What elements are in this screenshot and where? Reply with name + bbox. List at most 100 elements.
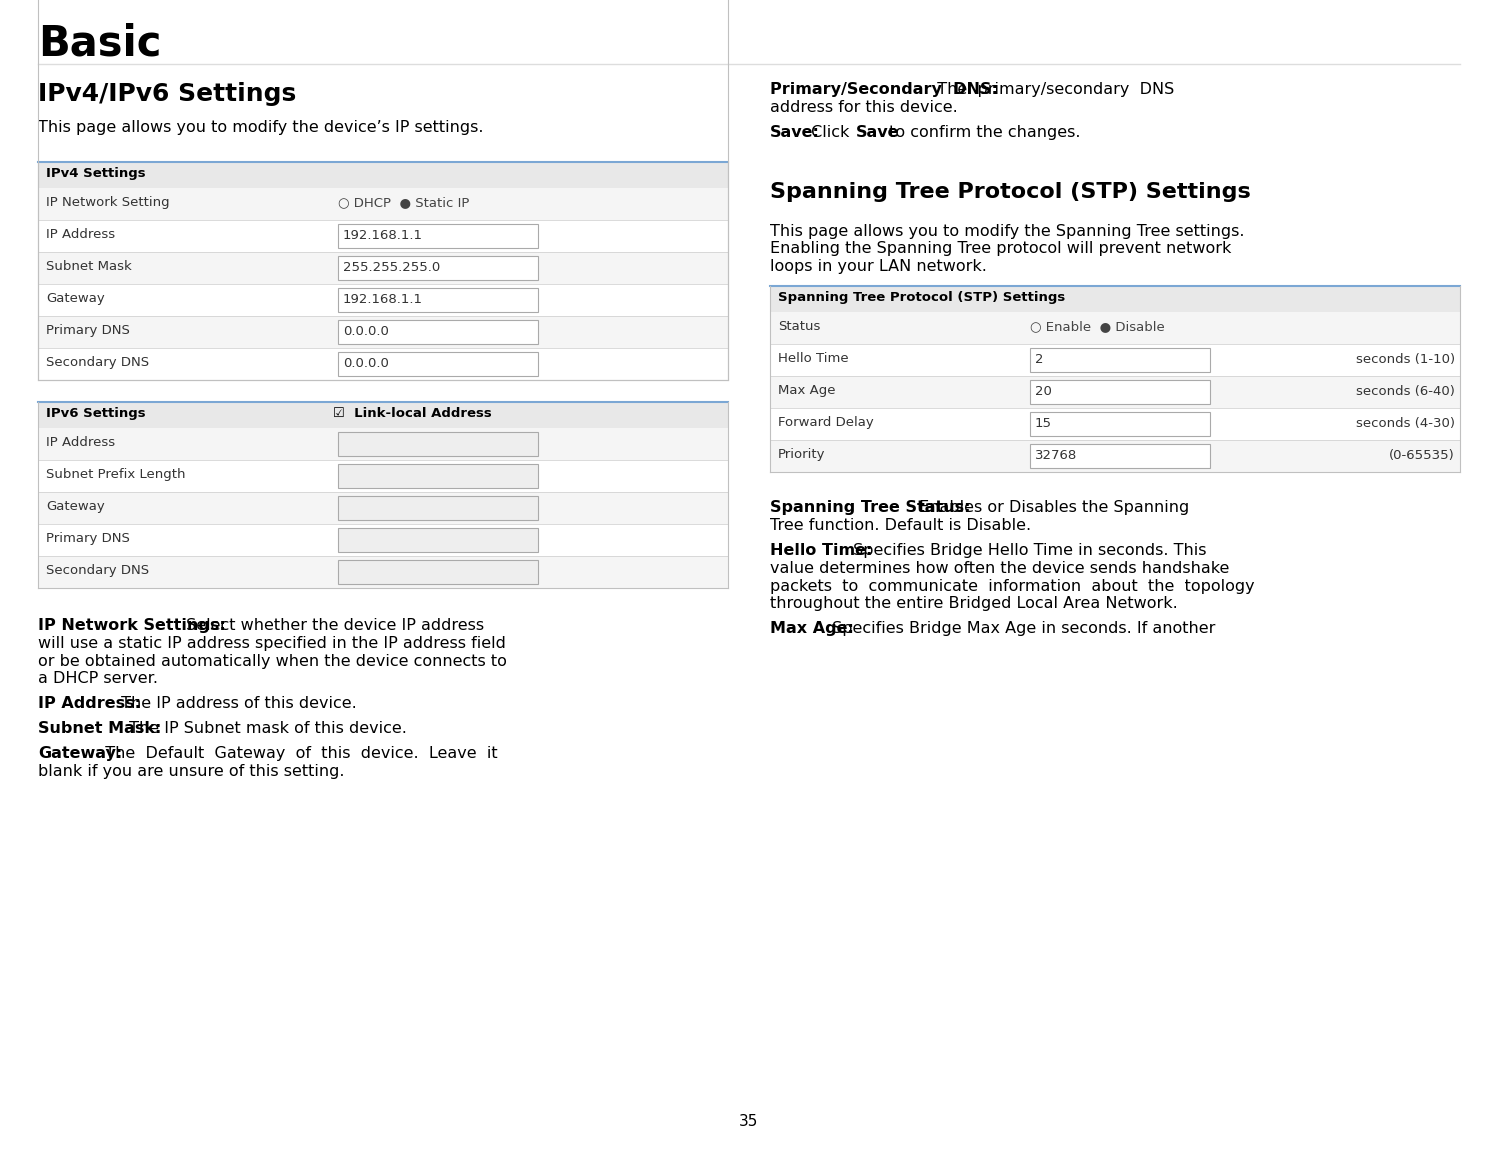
Text: to confirm the changes.: to confirm the changes. [884, 124, 1080, 139]
Text: Gateway:: Gateway: [37, 747, 123, 762]
Text: IP Address:: IP Address: [37, 696, 141, 711]
Text: (0-65535): (0-65535) [1389, 449, 1455, 462]
Bar [339, 288, 538, 312]
Text: Spanning Tree Protocol (STP) Settings: Spanning Tree Protocol (STP) Settings [777, 291, 1065, 305]
Text: value determines how often the device sends handshake: value determines how often the device se… [770, 561, 1230, 575]
Text: seconds (6-40): seconds (6-40) [1356, 386, 1455, 398]
Bar [37, 162, 728, 188]
Bar [770, 312, 1461, 345]
Text: IP Network Settings:: IP Network Settings: [37, 618, 226, 633]
Text: address for this device.: address for this device. [770, 100, 957, 115]
Text: packets  to  communicate  information  about  the  topology: packets to communicate information about… [770, 579, 1255, 594]
Bar [37, 0, 728, 380]
Text: Click: Click [806, 124, 854, 139]
Text: 255.255.255.0: 255.255.255.0 [343, 261, 440, 274]
Bar [37, 220, 728, 252]
Bar [37, 492, 728, 524]
Text: Tree function. Default is Disable.: Tree function. Default is Disable. [770, 518, 1031, 533]
Bar [339, 224, 538, 248]
Text: Secondary DNS: Secondary DNS [46, 356, 150, 369]
Text: Primary/Secondary  DNS:: Primary/Secondary DNS: [770, 82, 998, 97]
Text: Basic: Basic [37, 22, 162, 64]
Bar [1031, 348, 1210, 373]
Text: ○ DHCP  ● Static IP: ○ DHCP ● Static IP [339, 196, 469, 209]
Text: 15: 15 [1035, 417, 1052, 430]
Text: Specifies Bridge Hello Time in seconds. This: Specifies Bridge Hello Time in seconds. … [848, 543, 1207, 558]
Bar [339, 352, 538, 376]
Text: IP Address: IP Address [46, 229, 115, 241]
Text: This page allows you to modify the Spanning Tree settings.
Enabling the Spanning: This page allows you to modify the Spann… [770, 224, 1245, 273]
Bar [339, 496, 538, 520]
Text: Spanning Tree Protocol (STP) Settings: Spanning Tree Protocol (STP) Settings [770, 182, 1251, 202]
Bar [1031, 380, 1210, 404]
Text: IPv4 Settings: IPv4 Settings [46, 166, 145, 180]
Bar [37, 402, 728, 428]
Text: The IP Subnet mask of this device.: The IP Subnet mask of this device. [123, 722, 406, 736]
Text: Select whether the device IP address: Select whether the device IP address [181, 618, 484, 633]
Text: 32768: 32768 [1035, 449, 1077, 462]
Bar [770, 376, 1461, 408]
Bar [37, 316, 728, 348]
Text: Gateway: Gateway [46, 292, 105, 305]
Text: The IP address of this device.: The IP address of this device. [117, 696, 357, 711]
Bar [37, 556, 728, 588]
Text: Save: Save [855, 124, 899, 139]
Bar [37, 459, 728, 492]
Text: Hello Time: Hello Time [777, 353, 849, 366]
Bar [339, 464, 538, 488]
Text: 20: 20 [1035, 386, 1052, 398]
Text: or be obtained automatically when the device connects to: or be obtained automatically when the de… [37, 654, 506, 669]
Text: Status: Status [777, 320, 821, 333]
Text: IP Address: IP Address [46, 436, 115, 449]
Text: throughout the entire Bridged Local Area Network.: throughout the entire Bridged Local Area… [770, 597, 1177, 612]
Text: Save:: Save: [770, 124, 819, 139]
Text: 2: 2 [1035, 353, 1044, 366]
Bar [1031, 413, 1210, 436]
Text: The  primary/secondary  DNS: The primary/secondary DNS [927, 82, 1174, 97]
Text: 192.168.1.1: 192.168.1.1 [343, 293, 422, 306]
Bar [770, 345, 1461, 376]
Bar [37, 284, 728, 316]
Text: Priority: Priority [777, 448, 825, 462]
Text: Forward Delay: Forward Delay [777, 416, 873, 429]
Text: IPv6 Settings: IPv6 Settings [46, 407, 145, 420]
Text: seconds (4-30): seconds (4-30) [1356, 417, 1455, 430]
Text: 0.0.0.0: 0.0.0.0 [343, 325, 389, 338]
Bar [770, 441, 1461, 472]
Bar [339, 529, 538, 552]
Text: Enables or Disables the Spanning: Enables or Disables the Spanning [914, 500, 1189, 516]
Text: Specifies Bridge Max Age in seconds. If another: Specifies Bridge Max Age in seconds. If … [827, 621, 1215, 636]
Text: 0.0.0.0: 0.0.0.0 [343, 357, 389, 370]
Text: ○ Enable  ● Disable: ○ Enable ● Disable [1031, 320, 1165, 333]
Text: Subnet Prefix Length: Subnet Prefix Length [46, 468, 186, 481]
Bar [339, 255, 538, 280]
Bar [339, 432, 538, 456]
Text: a DHCP server.: a DHCP server. [37, 672, 157, 687]
Bar [37, 348, 728, 380]
Text: 35: 35 [740, 1115, 758, 1129]
Text: IPv4/IPv6 Settings: IPv4/IPv6 Settings [37, 82, 297, 105]
Text: ☑  Link-local Address: ☑ Link-local Address [333, 407, 491, 420]
Bar [339, 560, 538, 584]
Text: Subnet Mask:: Subnet Mask: [37, 722, 162, 736]
Text: Primary DNS: Primary DNS [46, 323, 130, 338]
Text: Primary DNS: Primary DNS [46, 532, 130, 545]
Text: The  Default  Gateway  of  this  device.  Leave  it: The Default Gateway of this device. Leav… [94, 747, 497, 762]
Bar [1031, 444, 1210, 468]
Text: Gateway: Gateway [46, 500, 105, 513]
Text: 192.168.1.1: 192.168.1.1 [343, 229, 422, 241]
Text: IP Network Setting: IP Network Setting [46, 196, 169, 209]
Text: seconds (1-10): seconds (1-10) [1356, 353, 1455, 366]
Text: Secondary DNS: Secondary DNS [46, 564, 150, 577]
Bar [37, 188, 728, 220]
Bar [770, 286, 1461, 312]
Bar [770, 408, 1461, 441]
Text: Spanning Tree Status:: Spanning Tree Status: [770, 500, 971, 516]
Text: Max Age: Max Age [777, 384, 836, 397]
Bar [37, 428, 728, 459]
Text: Max Age:: Max Age: [770, 621, 854, 636]
Text: blank if you are unsure of this setting.: blank if you are unsure of this setting. [37, 764, 345, 779]
Text: Subnet Mask: Subnet Mask [46, 260, 132, 273]
Text: This page allows you to modify the device’s IP settings.: This page allows you to modify the devic… [37, 120, 484, 135]
Text: will use a static IP address specified in the IP address field: will use a static IP address specified i… [37, 636, 506, 650]
